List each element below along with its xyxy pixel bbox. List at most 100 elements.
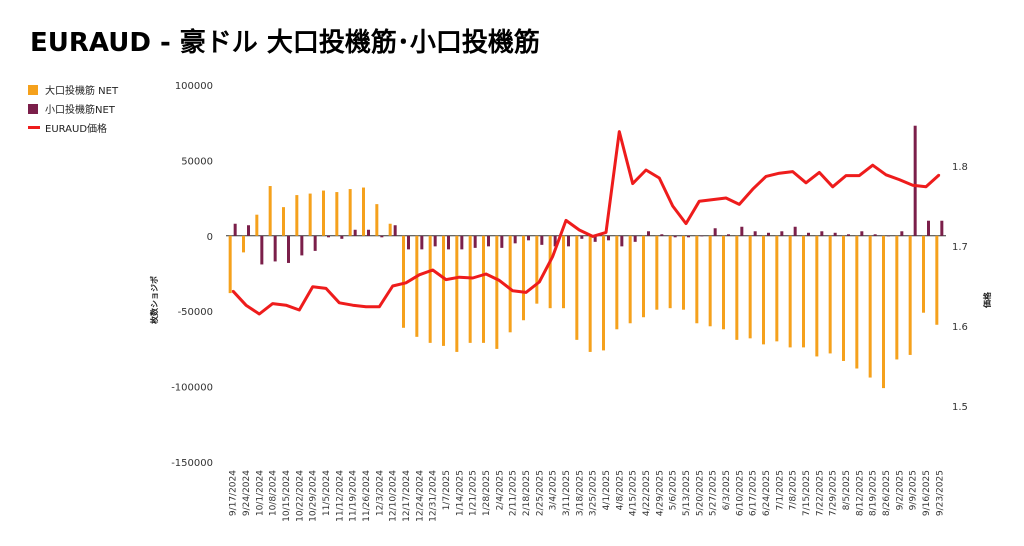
x-tick-label: 6/3/2025 [722,470,732,510]
bar-large-spec [322,190,325,236]
x-tick-label: 7/1/2025 [775,470,785,510]
x-tick-label: 1/28/2025 [482,470,492,516]
price-point [445,278,447,281]
x-tick-label: 12/3/2024 [375,470,385,516]
bar-small-spec [527,235,530,241]
y-tick-left: 50000 [181,156,213,167]
bar-large-spec [295,195,299,236]
bar-small-spec [287,235,290,263]
bar-large-spec [882,235,885,389]
price-point [858,174,861,177]
bar-large-spec [402,235,405,328]
bar-small-spec [460,235,464,250]
x-tick-label: 5/13/2025 [682,470,692,516]
price-point [578,229,581,231]
x-tick-label: 2/25/2025 [535,470,545,516]
bar-small-spec [887,235,890,237]
bar-small-spec [847,234,850,236]
bar-large-spec [508,235,512,333]
x-tick-label: 4/15/2025 [629,470,639,516]
price-point [271,302,274,305]
bar-large-spec [615,235,619,330]
y-tick-right: 1.7 [952,242,968,253]
bar-large-spec [602,235,605,351]
bar-small-spec [767,232,770,236]
price-point [565,219,567,222]
bar-small-spec [260,235,264,265]
x-tick-label: 6/10/2025 [735,470,745,516]
x-tick-label: 9/24/2024 [242,470,252,516]
bar-large-spec [335,192,339,236]
price-point [791,170,794,173]
x-tick-label: 12/31/2024 [429,470,439,522]
bar-large-spec [535,235,539,304]
bar-large-spec [575,235,579,340]
price-point [925,186,927,188]
x-tick-label: 1/21/2025 [469,470,479,516]
x-tick-label: 4/22/2025 [642,470,652,516]
bar-small-spec [567,235,570,247]
bar-large-spec [895,235,899,360]
bar-large-spec [348,189,352,236]
bar-large-spec [642,235,645,318]
price-point [338,302,341,304]
x-tick-label: 3/18/2025 [575,470,585,516]
x-tick-label: 2/11/2025 [509,470,519,516]
price-point [618,130,621,133]
price-point [431,269,434,271]
bar-small-spec [327,235,330,238]
x-tick-label: 2/4/2025 [495,470,505,510]
x-tick-label: 4/1/2025 [602,470,612,510]
bar-small-spec [793,226,797,236]
x-tick-label: 10/29/2024 [309,470,319,522]
price-point [898,178,901,181]
chart-title: EURAUD - 豪ドル 大口投機筋･小口投機筋 [30,28,540,58]
bar-small-spec [740,226,744,236]
bar-small-spec [620,235,624,247]
bar-small-spec [673,235,677,238]
legend-item-price: EURAUD価格 [28,118,118,137]
x-tick-label: 11/5/2024 [322,470,332,516]
bar-large-spec [308,193,312,236]
bar-small-spec [433,235,437,247]
price-point [871,164,874,166]
x-tick-label: 11/12/2024 [335,470,345,522]
price-line [231,130,941,316]
bar-large-spec [682,235,685,310]
bar-small-spec [900,231,904,236]
bar-small-spec [247,225,250,236]
bar-small-spec [753,231,757,236]
price-point [551,255,554,258]
bar-small-spec [687,235,690,238]
bar-large-spec [775,235,779,342]
bar-large-spec [655,235,659,310]
bar-large-spec [695,235,699,324]
bar-small-spec [727,234,730,236]
bar-large-spec [868,235,872,378]
y-tick-right: 1.8 [952,162,968,173]
price-point [325,287,327,290]
bar-large-spec [908,235,912,355]
price-point [471,277,474,279]
x-tick-label: 3/4/2025 [549,470,559,510]
x-tick-label: 10/22/2024 [295,470,305,522]
price-point [698,200,701,202]
price-line-layer [231,130,941,316]
x-tick-label: 6/24/2025 [762,470,772,516]
bar-large-spec [468,235,472,343]
price-point [765,175,767,178]
x-tick-label: 8/12/2025 [855,470,865,516]
x-tick-label: 5/6/2025 [669,470,679,510]
legend: 大口投機筋 NET 小口投機筋NET EURAUD価格 [28,80,118,137]
bar-small-spec [700,235,704,237]
price-point [511,290,514,292]
bar-large-spec [855,235,859,369]
bar-large-spec [495,235,499,349]
legend-label-price: EURAUD価格 [45,124,108,135]
x-tick-label: 12/17/2024 [402,470,412,522]
price-point [405,282,407,284]
price-point [418,274,421,276]
price-point [378,306,381,308]
bar-small-spec [660,234,664,236]
bar-small-spec [300,235,304,256]
